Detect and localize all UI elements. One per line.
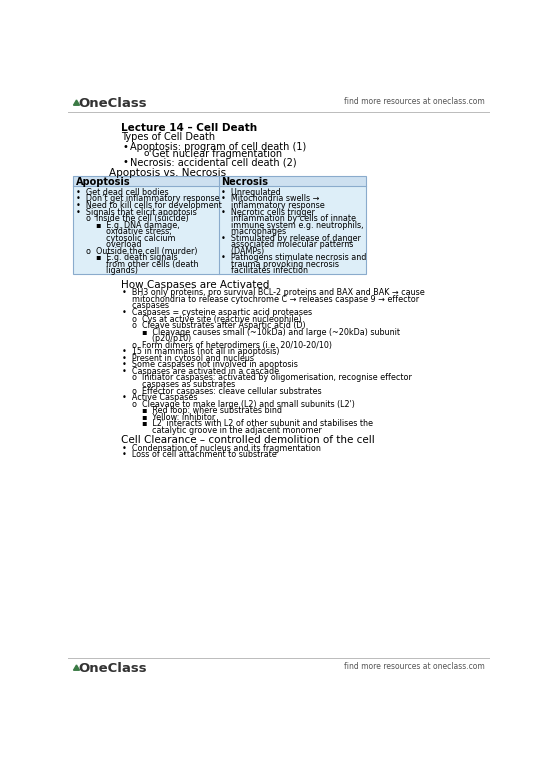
- Text: •  Loss of cell attachment to substrate: • Loss of cell attachment to substrate: [122, 450, 277, 460]
- Text: •  Don’t get inflammatory response: • Don’t get inflammatory response: [76, 194, 219, 203]
- Text: Get nuclear fragmentation: Get nuclear fragmentation: [152, 149, 282, 159]
- Text: o  Inside the cell (suicide): o Inside the cell (suicide): [76, 214, 189, 223]
- Text: How Caspases are Activated: How Caspases are Activated: [121, 280, 269, 290]
- Text: o  Outside the cell (murder): o Outside the cell (murder): [76, 246, 197, 256]
- Text: •  Stimulated by release of danger: • Stimulated by release of danger: [221, 233, 361, 243]
- Text: catalytic groove in the adjacent monomer: catalytic groove in the adjacent monomer: [122, 426, 322, 435]
- Text: overload: overload: [76, 240, 141, 249]
- Text: ▪  L2' interacts with L2 of other subunit and stabilises the: ▪ L2' interacts with L2 of other subunit…: [122, 419, 373, 428]
- Text: immune system e.g. neutrophils,: immune system e.g. neutrophils,: [221, 220, 364, 229]
- Text: •  BH3 only proteins, pro survival BCL-2 proteins and BAX and BAK → cause: • BH3 only proteins, pro survival BCL-2 …: [122, 288, 425, 297]
- Text: ▪  Yellow: inhibitor: ▪ Yellow: inhibitor: [122, 413, 215, 422]
- Text: find more resources at oneclass.com: find more resources at oneclass.com: [344, 662, 485, 671]
- Text: •  Mitochondria swells →: • Mitochondria swells →: [221, 194, 320, 203]
- Text: find more resources at oneclass.com: find more resources at oneclass.com: [344, 97, 485, 106]
- Text: •  Active Caspases: • Active Caspases: [122, 393, 198, 402]
- Text: •  Need to kill cells for development: • Need to kill cells for development: [76, 201, 221, 210]
- Text: •: •: [122, 142, 128, 152]
- Text: o  Cys at active site (reactive nucleophile): o Cys at active site (reactive nucleophi…: [122, 314, 302, 323]
- Text: •  Condensation of nucleus and its fragmentation: • Condensation of nucleus and its fragme…: [122, 444, 321, 453]
- Text: Necrosis: accidental cell death (2): Necrosis: accidental cell death (2): [130, 157, 296, 167]
- Text: macrophages: macrophages: [221, 227, 287, 236]
- Text: •  Present in cytosol and nucleus: • Present in cytosol and nucleus: [122, 353, 254, 363]
- Text: •  Signals that elicit apoptosis: • Signals that elicit apoptosis: [76, 207, 196, 216]
- Text: cytosolic calcium: cytosolic calcium: [76, 233, 175, 243]
- Text: •  Unregulated: • Unregulated: [221, 188, 281, 197]
- Text: ▪  Red loop: where substrates bind: ▪ Red loop: where substrates bind: [122, 407, 282, 415]
- FancyBboxPatch shape: [73, 176, 366, 186]
- Text: •  Pathogens stimulate necrosis and: • Pathogens stimulate necrosis and: [221, 253, 367, 263]
- Text: mitochondria to release cytochrome C → releases caspase 9 → effector: mitochondria to release cytochrome C → r…: [122, 295, 419, 304]
- Text: o  Cleave substrates after Aspartic acid (D): o Cleave substrates after Aspartic acid …: [122, 321, 306, 330]
- Text: Types of Cell Death: Types of Cell Death: [121, 132, 215, 142]
- Text: inflammation by cells of innate: inflammation by cells of innate: [221, 214, 356, 223]
- Text: •  Get dead cell bodies: • Get dead cell bodies: [76, 188, 169, 197]
- Text: Apoptosis: Apoptosis: [76, 177, 131, 187]
- Text: o  Effector caspases: cleave cellular substrates: o Effector caspases: cleave cellular sub…: [122, 387, 322, 396]
- Text: ▪  E.g. DNA damage,: ▪ E.g. DNA damage,: [76, 220, 180, 229]
- Text: Apoptosis vs. Necrosis: Apoptosis vs. Necrosis: [109, 168, 226, 178]
- Text: ▪  Cleavage causes small (~10kDa) and large (~20kDa) subunit: ▪ Cleavage causes small (~10kDa) and lar…: [122, 327, 400, 336]
- Text: •  Caspases = cysteine aspartic acid proteases: • Caspases = cysteine aspartic acid prot…: [122, 308, 312, 317]
- Text: OneClass: OneClass: [79, 97, 147, 110]
- Text: •  Caspases are activated in a cascade: • Caspases are activated in a cascade: [122, 367, 280, 376]
- Text: •  15 in mammals (not all in apoptosis): • 15 in mammals (not all in apoptosis): [122, 347, 280, 357]
- Text: o  Form dimers of heterodimers (i.e. 20/10-20/10): o Form dimers of heterodimers (i.e. 20/1…: [122, 340, 332, 350]
- Text: caspases as substrates: caspases as substrates: [122, 380, 236, 389]
- Text: o  Initiator caspases: activated by oligomerisation, recognise effector: o Initiator caspases: activated by oligo…: [122, 373, 412, 383]
- FancyBboxPatch shape: [73, 186, 366, 273]
- Text: (DAMPs): (DAMPs): [221, 246, 265, 256]
- Text: ligands): ligands): [76, 266, 138, 276]
- Text: •  Some caspases not involved in apoptosis: • Some caspases not involved in apoptosi…: [122, 360, 298, 370]
- Text: trauma provoking necrosis: trauma provoking necrosis: [221, 259, 339, 269]
- Text: Cell Clearance – controlled demolition of the cell: Cell Clearance – controlled demolition o…: [121, 435, 374, 445]
- Text: •: •: [122, 157, 128, 167]
- Text: Lecture 14 – Cell Death: Lecture 14 – Cell Death: [121, 123, 257, 133]
- Text: facilitates infection: facilitates infection: [221, 266, 308, 276]
- Text: o  Cleavage to make large (L2) and small subunits (L2'): o Cleavage to make large (L2) and small …: [122, 400, 355, 409]
- Text: ▪  E.g. death signals: ▪ E.g. death signals: [76, 253, 177, 263]
- Text: OneClass: OneClass: [79, 662, 147, 675]
- Text: Apoptosis: program of cell death (1): Apoptosis: program of cell death (1): [130, 142, 306, 152]
- Text: oxidative stress,: oxidative stress,: [76, 227, 171, 236]
- Text: caspases: caspases: [122, 301, 169, 310]
- Text: inflammatory response: inflammatory response: [221, 201, 325, 210]
- Text: (p20/p10): (p20/p10): [122, 334, 191, 343]
- Text: from other cells (death: from other cells (death: [76, 259, 198, 269]
- Text: associated molecular patterns: associated molecular patterns: [221, 240, 354, 249]
- Text: Necrosis: Necrosis: [221, 177, 268, 187]
- Text: o: o: [144, 149, 150, 159]
- Text: •  Necrotic cells trigger: • Necrotic cells trigger: [221, 207, 316, 216]
